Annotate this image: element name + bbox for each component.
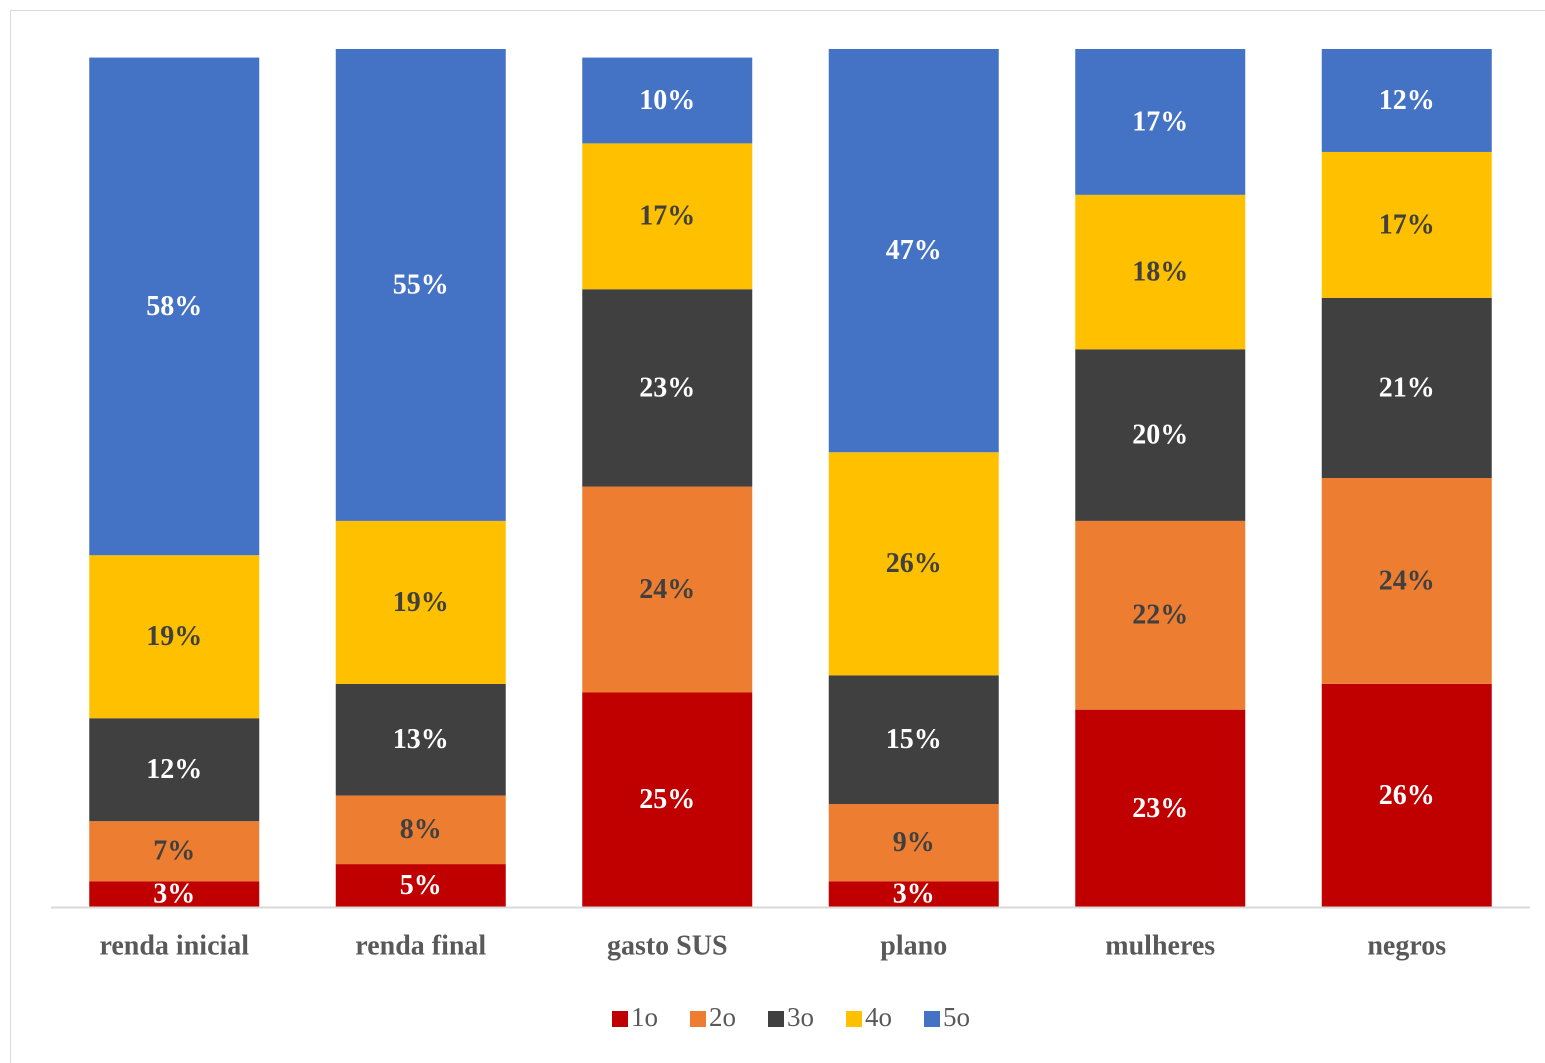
bar-segment — [828, 804, 999, 882]
data-label: 23% — [639, 372, 695, 403]
data-label: 58% — [146, 291, 202, 322]
data-label: 26% — [886, 548, 942, 579]
bar-segment — [1321, 297, 1492, 478]
bar-segment — [828, 49, 999, 453]
data-label: 21% — [1379, 372, 1435, 403]
legend-label: 5o — [943, 1002, 970, 1032]
chart-frame — [10, 10, 1545, 1063]
legend-label: 4o — [865, 1002, 892, 1032]
bar-segment — [582, 692, 753, 907]
data-label: 17% — [1132, 106, 1188, 137]
data-label: 55% — [393, 269, 449, 300]
data-label: 25% — [639, 784, 695, 815]
bar-segment — [335, 795, 506, 865]
data-label: 15% — [886, 724, 942, 755]
data-label: 13% — [393, 724, 449, 755]
data-label: 47% — [886, 235, 942, 266]
data-label: 23% — [1132, 793, 1188, 824]
data-label: 12% — [146, 754, 202, 785]
data-label: 3% — [893, 879, 935, 910]
x-tick-label: negros — [1367, 930, 1446, 961]
data-label: 3% — [153, 879, 195, 910]
bar-segment — [1321, 49, 1492, 152]
bar-segment — [1075, 520, 1246, 710]
bar-segment — [1321, 151, 1492, 298]
data-label: 7% — [153, 836, 195, 867]
data-label: 10% — [639, 85, 695, 116]
bar-segment — [335, 520, 506, 684]
bar-segment — [582, 143, 753, 290]
data-label: 18% — [1132, 257, 1188, 288]
data-label: 8% — [400, 814, 442, 845]
legend-swatch — [846, 1011, 862, 1027]
bar-segment — [89, 57, 260, 556]
bar-segment — [89, 555, 260, 719]
data-label: 17% — [1379, 209, 1435, 240]
x-tick-label: renda inicial — [99, 930, 249, 961]
bar-segment — [1075, 349, 1246, 521]
bar-segment — [89, 881, 260, 907]
bar-segment — [828, 675, 999, 805]
data-label: 9% — [893, 827, 935, 858]
bar-segment — [1321, 683, 1492, 907]
bar-segment — [89, 718, 260, 822]
data-label: 5% — [400, 870, 442, 901]
legend-swatch — [924, 1011, 940, 1027]
legend-swatch — [612, 1011, 628, 1027]
legend-swatch — [768, 1011, 784, 1027]
legend-swatch — [690, 1011, 706, 1027]
legend-label: 3o — [787, 1002, 814, 1032]
bar-segment — [582, 289, 753, 487]
x-tick-label: gasto SUS — [607, 930, 728, 961]
legend-label: 1o — [631, 1002, 658, 1032]
data-label: 19% — [393, 587, 449, 618]
bar-segment — [582, 57, 753, 144]
bar-segment — [1075, 194, 1246, 350]
bar-segment — [828, 881, 999, 907]
data-label: 22% — [1132, 600, 1188, 631]
bar-segment — [1075, 709, 1246, 907]
bar-segment — [828, 452, 999, 676]
bar-segment — [335, 864, 506, 907]
data-label: 26% — [1379, 780, 1435, 811]
data-label: 20% — [1132, 420, 1188, 451]
bar-segment — [582, 486, 753, 693]
bar-segment — [1075, 49, 1246, 195]
bar-segment — [89, 821, 260, 882]
bar-segment — [1321, 478, 1492, 684]
x-tick-label: mulheres — [1105, 930, 1215, 961]
x-tick-label: renda final — [355, 930, 486, 961]
bar-segment — [335, 683, 506, 796]
data-label: 17% — [639, 201, 695, 232]
data-label: 19% — [146, 621, 202, 652]
bar-segment — [335, 49, 506, 521]
x-tick-label: plano — [880, 930, 947, 961]
data-label: 24% — [1379, 565, 1435, 596]
data-label: 24% — [639, 574, 695, 605]
data-label: 12% — [1379, 85, 1435, 116]
legend-label: 2o — [709, 1002, 736, 1032]
